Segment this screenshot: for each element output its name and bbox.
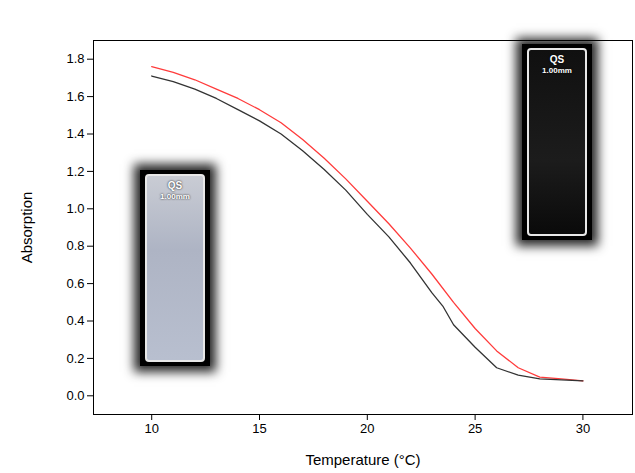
- html-text:QS: QS: [549, 54, 565, 65]
- svg-text:25: 25: [468, 421, 482, 436]
- html-text:1.00mm: 1.00mm: [160, 192, 190, 201]
- svg-text:1.2: 1.2: [66, 164, 84, 179]
- svg-text:Temperature (°C): Temperature (°C): [305, 451, 420, 468]
- svg-text:1.0: 1.0: [66, 201, 84, 216]
- svg-text:0.4: 0.4: [66, 313, 84, 328]
- svg-text:1.4: 1.4: [66, 126, 84, 141]
- svg-text:0.0: 0.0: [66, 388, 84, 403]
- svg-text:Absorption: Absorption: [18, 192, 35, 264]
- svg-text:30: 30: [576, 421, 590, 436]
- html-text:QS: QS: [167, 180, 183, 191]
- svg-text:20: 20: [360, 421, 374, 436]
- svg-text:0.6: 0.6: [66, 276, 84, 291]
- svg-text:0.8: 0.8: [66, 238, 84, 253]
- html-text:1.00mm: 1.00mm: [542, 66, 572, 75]
- svg-text:10: 10: [144, 421, 158, 436]
- svg-text:0.2: 0.2: [66, 351, 84, 366]
- svg-text:1.8: 1.8: [66, 51, 84, 66]
- svg-text:1.6: 1.6: [66, 89, 84, 104]
- svg-text:15: 15: [252, 421, 266, 436]
